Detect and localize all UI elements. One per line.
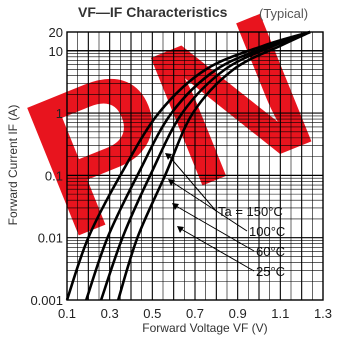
legend-leader-line [180,228,255,272]
legend-arrowhead [168,179,175,186]
chart-subtitle: (Typical) [259,6,308,21]
legend-arrowhead [172,203,179,210]
x-tick-label: 0.1 [58,306,76,321]
curve-layer [65,30,311,301]
label-layer: 0.1 0.3 0.5 0.7 0.9 1.1 1.3 20 10 1 0.1 0.01 0.001 Ta… [30,25,332,321]
chart-title: VF—IF Characteristics [78,4,228,20]
legend-leader-line [168,155,217,212]
x-tick-label: 0.3 [101,306,119,321]
grid-layer [66,31,324,301]
y-tick-label: 0.001 [30,293,63,308]
y-tick-label: 20 [49,25,63,40]
y-tick-label: 1 [56,106,63,121]
legend-arrowhead [177,226,184,233]
legend-leader-line [171,181,248,232]
x-tick-label: 0.5 [143,306,161,321]
x-tick-label: 1.1 [271,306,289,321]
x-axis-label: Forward Voltage VF (V) [142,321,267,335]
series-curve-0 [65,30,311,301]
legend-arrowhead [165,153,172,160]
x-tick-label: 0.7 [186,306,204,321]
x-tick-label: 1.3 [314,306,332,321]
series-curve-2 [99,30,311,301]
y-tick-label: 0.01 [38,231,63,246]
y-tick-label: 0.1 [45,168,63,183]
x-tick-label: 0.9 [229,306,247,321]
legend-label: 60°C [256,244,285,259]
y-tick-label: 10 [49,44,63,59]
series-curve-1 [84,30,311,301]
legend-leader-line [175,205,255,252]
legend-label: 100°C [249,224,285,239]
legend-label: 25°C [256,264,285,279]
series-curve-3 [116,30,311,301]
y-axis-label: Forward Current IF (A) [6,105,20,226]
legend-label: Ta = 150°C [218,204,283,219]
